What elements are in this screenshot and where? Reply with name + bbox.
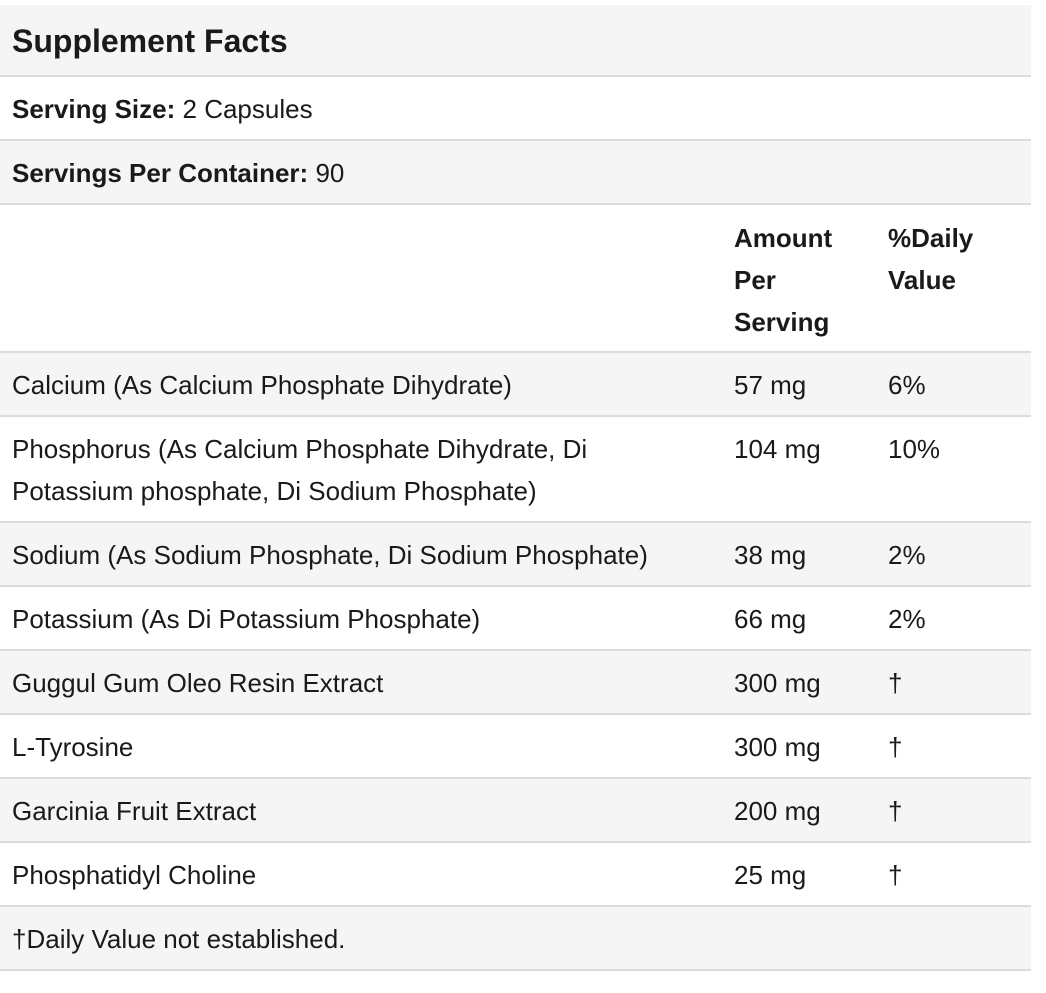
nutrient-daily-value: †	[888, 668, 903, 698]
nutrient-amount: 300 mg	[734, 732, 821, 762]
nutrient-name: Guggul Gum Oleo Resin Extract	[12, 668, 384, 698]
facts-title: Supplement Facts	[0, 5, 1031, 77]
nutrient-daily-value: †	[888, 860, 903, 890]
nutrient-row-potassium: Potassium (As Di Potassium Phosphate) 66…	[0, 587, 1031, 651]
nutrient-name: Garcinia Fruit Extract	[12, 796, 257, 826]
nutrient-amount: 25 mg	[734, 860, 807, 890]
daily-value-header: %Daily Value	[888, 223, 974, 295]
column-header-row: Amount Per Serving %Daily Value	[0, 205, 1031, 353]
nutrient-daily-value: 10%	[888, 434, 941, 464]
nutrient-name: Phosphatidyl Choline	[12, 860, 257, 890]
nutrient-row-phosphorus: Phosphorus (As Calcium Phosphate Dihydra…	[0, 417, 1031, 523]
nutrient-row-phosphatidyl-choline: Phosphatidyl Choline 25 mg †	[0, 843, 1031, 907]
nutrient-amount: 200 mg	[734, 796, 821, 826]
nutrient-daily-value: 6%	[888, 370, 926, 400]
amount-per-serving-header: Amount Per Serving	[734, 223, 833, 337]
nutrient-row-l-tyrosine: L-Tyrosine 300 mg †	[0, 715, 1031, 779]
daily-value-footnote: †Daily Value not established.	[0, 907, 1031, 971]
nutrient-daily-value: 2%	[888, 540, 926, 570]
nutrient-row-sodium: Sodium (As Sodium Phosphate, Di Sodium P…	[0, 523, 1031, 587]
serving-size-row: Serving Size: 2 Capsules	[0, 77, 1031, 141]
nutrient-daily-value: †	[888, 732, 903, 762]
nutrient-name: Phosphorus (As Calcium Phosphate Dihydra…	[12, 434, 588, 506]
nutrient-amount: 66 mg	[734, 604, 807, 634]
nutrient-daily-value: †	[888, 796, 903, 826]
supplement-facts-table: Supplement Facts Serving Size: 2 Capsule…	[0, 5, 1031, 971]
nutrient-name: Potassium (As Di Potassium Phosphate)	[12, 604, 481, 634]
nutrient-name: L-Tyrosine	[12, 732, 134, 762]
nutrient-amount: 38 mg	[734, 540, 807, 570]
serving-size-value: 2 Capsules	[182, 94, 313, 124]
nutrient-daily-value: 2%	[888, 604, 926, 634]
servings-per-container-value: 90	[315, 158, 345, 188]
servings-per-container-row: Servings Per Container: 90	[0, 141, 1031, 205]
nutrient-name: Calcium (As Calcium Phosphate Dihydrate)	[12, 370, 512, 400]
nutrient-amount: 104 mg	[734, 434, 821, 464]
nutrient-amount: 57 mg	[734, 370, 807, 400]
serving-size-label: Serving Size:	[12, 94, 176, 124]
nutrient-amount: 300 mg	[734, 668, 821, 698]
servings-per-container-label: Servings Per Container:	[12, 158, 309, 188]
nutrient-row-guggul: Guggul Gum Oleo Resin Extract 300 mg †	[0, 651, 1031, 715]
nutrient-row-calcium: Calcium (As Calcium Phosphate Dihydrate)…	[0, 353, 1031, 417]
nutrient-name: Sodium (As Sodium Phosphate, Di Sodium P…	[12, 540, 648, 570]
nutrient-row-garcinia: Garcinia Fruit Extract 200 mg †	[0, 779, 1031, 843]
